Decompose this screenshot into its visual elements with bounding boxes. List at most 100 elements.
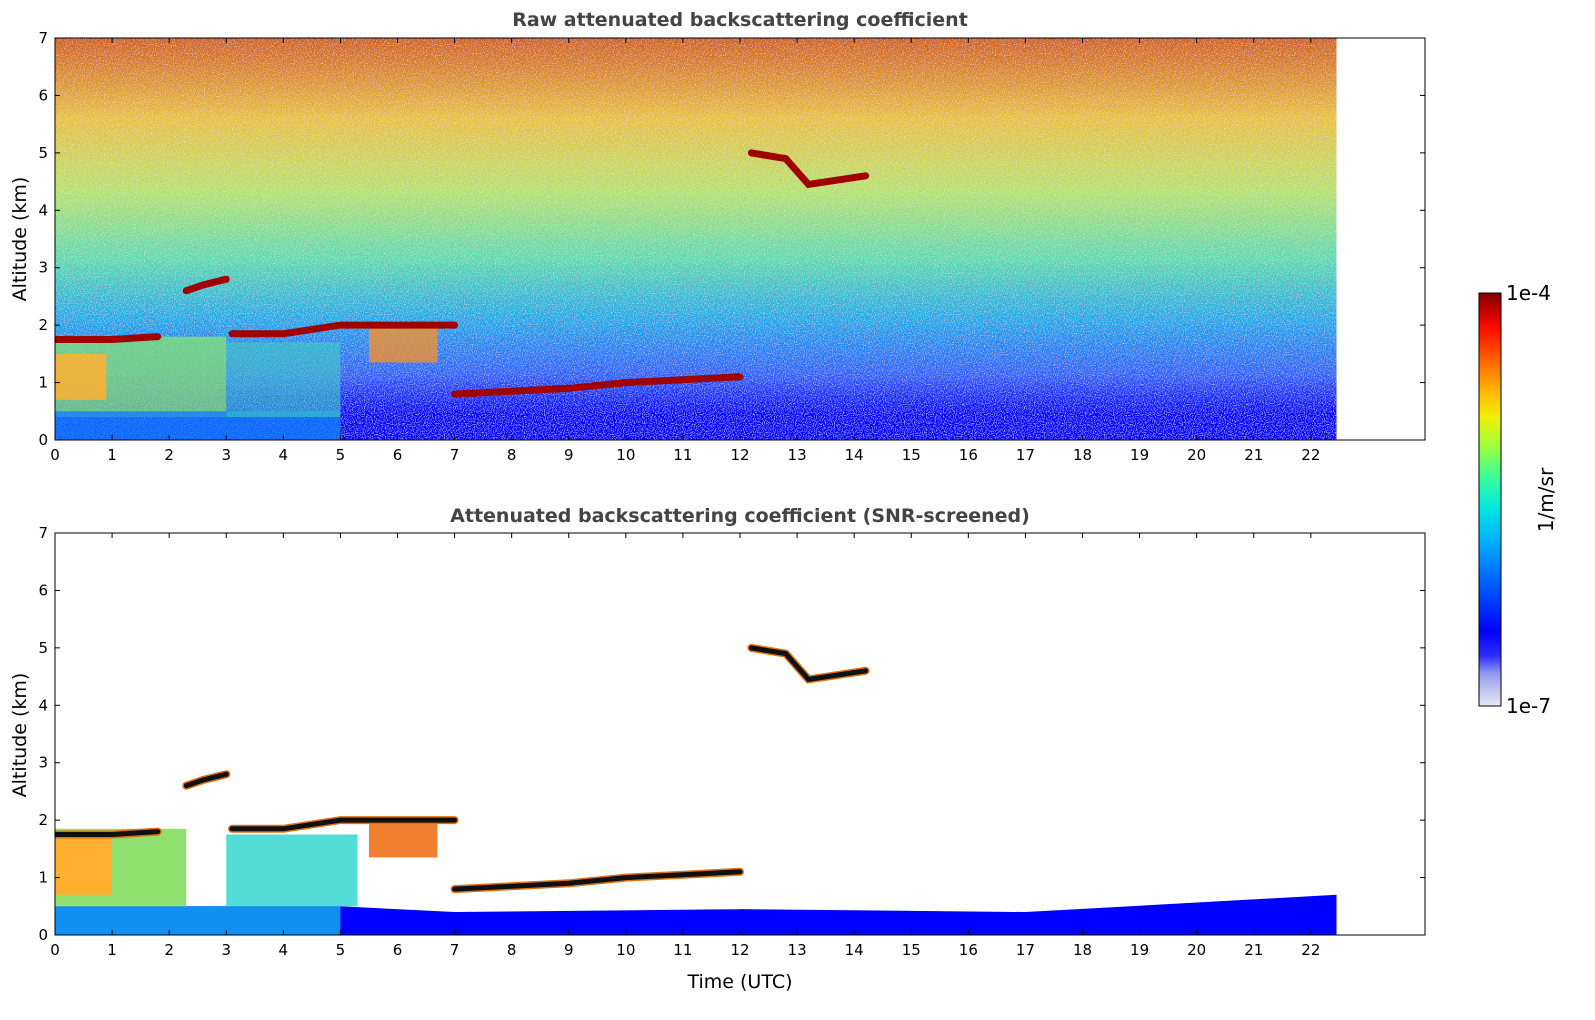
x-tick-label: 17: [1016, 446, 1035, 464]
y-tick-label: 4: [38, 201, 48, 219]
cloud-layer: [747, 149, 870, 189]
x-tick-label: 13: [788, 941, 807, 959]
y-tick-label: 6: [38, 581, 48, 599]
x-tick-label: 4: [279, 446, 289, 464]
y-axis-label: Altitude (km): [9, 673, 31, 798]
x-tick-label: 22: [1301, 941, 1320, 959]
x-tick-label: 16: [959, 446, 978, 464]
colorbar-unit-label: 1/m/sr: [1534, 467, 1558, 532]
x-tick-label: 8: [507, 446, 517, 464]
y-tick-label: 5: [38, 639, 48, 657]
y-tick-label: 1: [38, 374, 48, 392]
x-tick-label: 5: [336, 446, 346, 464]
x-tick-label: 14: [845, 941, 864, 959]
x-tick-label: 16: [959, 941, 978, 959]
boundary-layer-aerosol: [55, 837, 113, 895]
cloud-layer: [55, 829, 161, 837]
x-tick-label: 12: [730, 941, 749, 959]
cloud-layer: [182, 275, 230, 295]
x-tick-label: 7: [450, 941, 460, 959]
panel-screened: Attenuated backscattering coefficient (S…: [9, 505, 1426, 993]
x-tick-label: 7: [450, 446, 460, 464]
y-tick-label: 2: [38, 316, 48, 334]
y-tick-label: 0: [38, 431, 48, 449]
y-tick-label: 4: [38, 696, 48, 714]
cloud-layer: [55, 333, 162, 343]
x-tick-label: 1: [107, 941, 117, 959]
cloud-layer: [228, 321, 459, 338]
x-tick-label: 3: [221, 446, 231, 464]
y-axis-ticks: 0 1 2 3 4 5 6 7: [38, 524, 1425, 944]
x-tick-label: 2: [164, 446, 174, 464]
no-data-region: [1336, 38, 1425, 440]
x-tick-label: 11: [673, 941, 692, 959]
boundary-layer-aerosol: [55, 353, 107, 400]
aerosol-plume: [368, 328, 438, 363]
x-tick-label: 11: [673, 446, 692, 464]
screened-gap: [454, 886, 740, 910]
y-tick-label: 3: [38, 754, 48, 772]
x-tick-label: 20: [1187, 446, 1206, 464]
cloud-layer: [183, 771, 229, 789]
x-tick-label: 10: [616, 446, 635, 464]
colorbar-min-label: 1e-7: [1506, 694, 1551, 718]
x-tick-label: 20: [1187, 941, 1206, 959]
x-tick-label: 15: [902, 941, 921, 959]
y-tick-label: 2: [38, 811, 48, 829]
x-tick-label: 14: [845, 446, 864, 464]
x-tick-label: 6: [393, 941, 403, 959]
x-tick-label: 6: [393, 446, 403, 464]
x-tick-label: 9: [564, 446, 574, 464]
x-tick-label: 21: [1244, 941, 1263, 959]
x-tick-label: 18: [1073, 446, 1092, 464]
y-tick-label: 3: [38, 259, 48, 277]
near-surface-layer: [55, 906, 341, 935]
cloud-layer: [229, 817, 458, 832]
x-tick-label: 0: [50, 941, 60, 959]
x-tick-label: 2: [164, 941, 174, 959]
x-axis-label: Time (UTC): [686, 971, 792, 993]
colorbar-max-label: 1e-4: [1506, 281, 1551, 305]
near-surface-layer: [55, 894, 1337, 935]
colorbar: 1e-4 1e-7 1/m/sr: [1478, 281, 1558, 718]
x-tick-label: 12: [730, 446, 749, 464]
x-tick-label: 5: [336, 941, 346, 959]
y-axis-label: Altitude (km): [9, 177, 31, 302]
aerosol-plume: [226, 342, 341, 418]
heatmap-screened: [55, 533, 1425, 935]
x-tick-label: 4: [279, 941, 289, 959]
raw-features: [55, 38, 1425, 440]
y-tick-label: 0: [38, 926, 48, 944]
y-tick-label: 7: [38, 29, 48, 47]
y-tick-label: 5: [38, 144, 48, 162]
y-tick-label: 1: [38, 869, 48, 887]
aerosol-plume: [368, 823, 438, 858]
y-tick-label: 6: [38, 86, 48, 104]
colorbar-bar: [1478, 292, 1502, 707]
x-tick-label: 19: [1130, 446, 1149, 464]
x-tick-label: 19: [1130, 941, 1149, 959]
x-tick-label: 3: [221, 941, 231, 959]
panel-raw: Raw attenuated backscattering coefficien…: [9, 9, 1426, 464]
cloud-layer: [748, 645, 869, 683]
chart-title: Attenuated backscattering coefficient (S…: [450, 505, 1030, 527]
cloud-layer: [451, 373, 744, 398]
x-tick-label: 21: [1244, 446, 1263, 464]
screened-features: [55, 643, 1337, 935]
x-tick-label: 18: [1073, 941, 1092, 959]
y-tick-label: 7: [38, 524, 48, 542]
x-tick-label: 1: [107, 446, 117, 464]
x-tick-label: 15: [902, 446, 921, 464]
x-tick-label: 9: [564, 941, 574, 959]
heatmap-raw: [55, 38, 1425, 440]
x-axis-ticks: 0 1 2 3 4 5 6 7 8 9 10 11 12 13 14 15 16 17 18 19 20 21 22: [50, 38, 1320, 464]
x-tick-label: 13: [788, 446, 807, 464]
aerosol-plume: [226, 834, 358, 907]
x-tick-label: 8: [507, 941, 517, 959]
x-tick-label: 10: [616, 941, 635, 959]
chart-title: Raw attenuated backscattering coefficien…: [512, 9, 968, 31]
cloud-layer: [452, 869, 743, 892]
y-axis-ticks: 0 1 2 3 4 5 6 7: [38, 29, 1425, 449]
x-tick-label: 17: [1016, 941, 1035, 959]
